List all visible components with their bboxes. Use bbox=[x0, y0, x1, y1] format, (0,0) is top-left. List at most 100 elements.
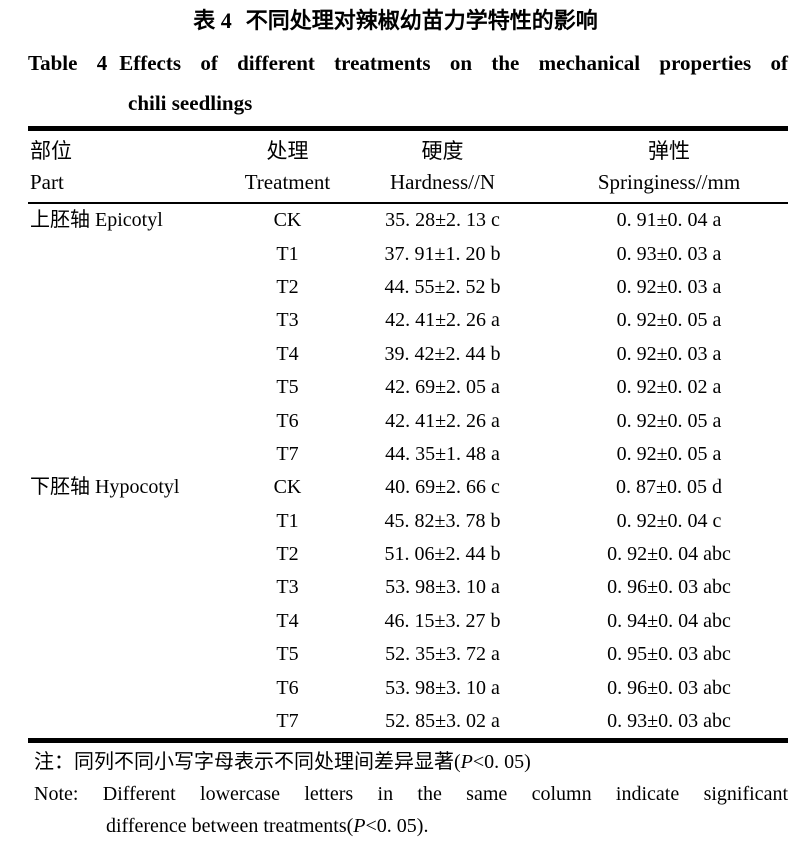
hardness-cell: 53. 98±3. 10 a bbox=[385, 576, 500, 599]
treatment-cell: CK bbox=[273, 209, 302, 232]
table-number-en: Table 4 bbox=[28, 51, 108, 75]
table-row: T4 46. 15±3. 27 b 0. 94±0. 04 abc bbox=[28, 605, 788, 638]
table-row: T7 44. 35±1. 48 a 0. 92±0. 05 a bbox=[28, 438, 788, 471]
table-title-en-line1: Table 4 Effects of different treatments o… bbox=[28, 43, 788, 83]
header-treatment-cn: 处理 bbox=[266, 139, 309, 163]
hardness-cell: 52. 85±3. 02 a bbox=[385, 710, 500, 733]
header-cell-treatment: 处理 Treatment bbox=[240, 128, 335, 204]
springiness-cell: 0. 92±0. 04 abc bbox=[607, 543, 731, 566]
treatment-cell: CK bbox=[273, 476, 302, 499]
table-row: T7 52. 85±3. 02 a 0. 93±0. 03 abc bbox=[28, 705, 788, 741]
treatment-cell: T3 bbox=[276, 309, 299, 332]
hardness-cell: 35. 28±2. 13 c bbox=[385, 209, 500, 232]
footnote-cn-text-end: <0. 05) bbox=[472, 751, 531, 774]
table-header: 部位 Part 处理 Treatment 硬度 Hardness//N 弹性 S… bbox=[28, 128, 788, 204]
springiness-cell: 0. 92±0. 02 a bbox=[616, 376, 722, 399]
header-part-cn: 部位 bbox=[30, 139, 72, 163]
springiness-cell: 0. 92±0. 03 a bbox=[616, 275, 722, 298]
treatment-cell: T2 bbox=[276, 275, 299, 298]
hardness-cell: 39. 42±2. 44 b bbox=[384, 342, 501, 365]
treatment-cell: T5 bbox=[276, 643, 299, 666]
footnote-english-line2: difference between treatments(P<0. 05). bbox=[34, 810, 788, 842]
footnote-chinese: 注：同列不同小写字母表示不同处理间差异显著(P<0. 05) bbox=[34, 747, 788, 778]
table-row: T3 53. 98±3. 10 a 0. 96±0. 03 abc bbox=[28, 571, 788, 604]
table-row: T1 45. 82±3. 78 b 0. 92±0. 04 c bbox=[28, 505, 788, 538]
table-row: T6 42. 41±2. 26 a 0. 92±0. 05 a bbox=[28, 404, 788, 437]
footnote-en-text: difference between treatments( bbox=[106, 815, 354, 838]
hardness-cell: 53. 98±3. 10 a bbox=[385, 676, 500, 699]
springiness-cell: 0. 87±0. 05 d bbox=[616, 476, 722, 499]
springiness-cell: 0. 92±0. 03 a bbox=[616, 342, 722, 365]
table-body: 上胚轴 Epicotyl CK 35. 28±2. 13 c 0. 91±0. 04 … bbox=[28, 203, 788, 741]
springiness-cell: 0. 92±0. 05 a bbox=[616, 309, 722, 332]
table-row: T3 42. 41±2. 26 a 0. 92±0. 05 a bbox=[28, 304, 788, 337]
treatment-cell: T1 bbox=[276, 509, 299, 532]
hardness-cell: 42. 69±2. 05 a bbox=[385, 376, 500, 399]
table-title-english: Table 4 Effects of different treatments o… bbox=[28, 43, 788, 123]
hardness-cell: 52. 35±3. 72 a bbox=[385, 643, 500, 666]
header-hardness-cn: 硬度 bbox=[421, 139, 464, 163]
springiness-cell: 0. 92±0. 04 c bbox=[616, 509, 722, 532]
table-row: T1 37. 91±1. 20 b 0. 93±0. 03 a bbox=[28, 237, 788, 270]
treatment-cell: T5 bbox=[276, 376, 299, 399]
header-springiness-en: Springiness//mm bbox=[597, 170, 741, 194]
springiness-cell: 0. 92±0. 05 a bbox=[616, 409, 722, 432]
hardness-cell: 40. 69±2. 66 c bbox=[385, 476, 500, 499]
treatment-cell: T4 bbox=[276, 609, 299, 632]
table-row: T2 44. 55±2. 52 b 0. 92±0. 03 a bbox=[28, 271, 788, 304]
hardness-cell: 44. 55±2. 52 b bbox=[384, 275, 501, 298]
hardness-cell: 46. 15±3. 27 b bbox=[384, 609, 501, 632]
header-cell-hardness: 硬度 Hardness//N bbox=[335, 128, 550, 204]
table-row: T4 39. 42±2. 44 b 0. 92±0. 03 a bbox=[28, 338, 788, 371]
header-part-en: Part bbox=[30, 170, 64, 194]
springiness-cell: 0. 91±0. 04 a bbox=[616, 209, 722, 232]
header-cell-part: 部位 Part bbox=[28, 128, 240, 204]
springiness-cell: 0. 94±0. 04 abc bbox=[607, 609, 731, 632]
treatment-cell: T1 bbox=[276, 242, 299, 265]
hardness-cell: 37. 91±1. 20 b bbox=[384, 242, 501, 265]
table-title-cn-text: 不同处理对辣椒幼苗力学特性的影响 bbox=[245, 8, 598, 33]
table-title-chinese: 表 4 不同处理对辣椒幼苗力学特性的影响 bbox=[0, 5, 791, 37]
header-row: 部位 Part 处理 Treatment 硬度 Hardness//N 弹性 S… bbox=[28, 128, 788, 204]
treatment-cell: T7 bbox=[276, 710, 299, 733]
table-row: T2 51. 06±2. 44 b 0. 92±0. 04 abc bbox=[28, 538, 788, 571]
table-title-en-line2: chili seedlings bbox=[128, 91, 253, 115]
hardness-cell: 42. 41±2. 26 a bbox=[385, 409, 500, 432]
header-springiness-cn: 弹性 bbox=[648, 139, 690, 163]
table-row: 上胚轴 Epicotyl CK 35. 28±2. 13 c 0. 91±0. 04 … bbox=[28, 203, 788, 237]
p-value-italic: P bbox=[460, 751, 473, 774]
header-hardness-en: Hardness//N bbox=[390, 170, 495, 194]
table-number-cn: 表 4 bbox=[193, 8, 232, 33]
table-row: T6 53. 98±3. 10 a 0. 96±0. 03 abc bbox=[28, 671, 788, 704]
table-row: T5 52. 35±3. 72 a 0. 95±0. 03 abc bbox=[28, 638, 788, 671]
footnote-english-line1: Note: Different lowercase letters in the… bbox=[34, 783, 788, 806]
part-cell: 下胚轴 Hypocotyl bbox=[30, 476, 180, 499]
table-title-en-text: Effects of different treatments on the m… bbox=[119, 51, 788, 75]
footnote-cn-text: 注：同列不同小写字母表示不同处理间差异显著( bbox=[34, 751, 461, 774]
table-row: T5 42. 69±2. 05 a 0. 92±0. 02 a bbox=[28, 371, 788, 404]
treatment-cell: T6 bbox=[276, 676, 299, 699]
hardness-cell: 42. 41±2. 26 a bbox=[385, 309, 500, 332]
springiness-cell: 0. 93±0. 03 abc bbox=[607, 710, 731, 733]
data-table: 部位 Part 处理 Treatment 硬度 Hardness//N 弹性 S… bbox=[28, 126, 788, 744]
footnote: 注：同列不同小写字母表示不同处理间差异显著(P<0. 05) Note: Dif… bbox=[34, 747, 788, 842]
header-cell-springiness: 弹性 Springiness//mm bbox=[550, 128, 788, 204]
table-row: 下胚轴 Hypocotyl CK 40. 69±2. 66 c 0. 87±0. 05… bbox=[28, 471, 788, 504]
springiness-cell: 0. 96±0. 03 abc bbox=[607, 676, 731, 699]
treatment-cell: T2 bbox=[276, 543, 299, 566]
footnote-en-text-end: <0. 05). bbox=[365, 815, 429, 838]
p-value-italic: P bbox=[353, 815, 366, 838]
springiness-cell: 0. 96±0. 03 abc bbox=[607, 576, 731, 599]
springiness-cell: 0. 95±0. 03 abc bbox=[607, 643, 731, 666]
hardness-cell: 45. 82±3. 78 b bbox=[384, 509, 501, 532]
treatment-cell: T6 bbox=[276, 409, 299, 432]
treatment-cell: T4 bbox=[276, 342, 299, 365]
hardness-cell: 51. 06±2. 44 b bbox=[384, 543, 501, 566]
part-cell: 上胚轴 Epicotyl bbox=[30, 209, 163, 231]
header-treatment-en: Treatment bbox=[244, 170, 331, 194]
treatment-cell: T7 bbox=[276, 442, 299, 465]
springiness-cell: 0. 92±0. 05 a bbox=[616, 442, 722, 465]
treatment-cell: T3 bbox=[276, 576, 299, 599]
hardness-cell: 44. 35±1. 48 a bbox=[385, 442, 500, 465]
